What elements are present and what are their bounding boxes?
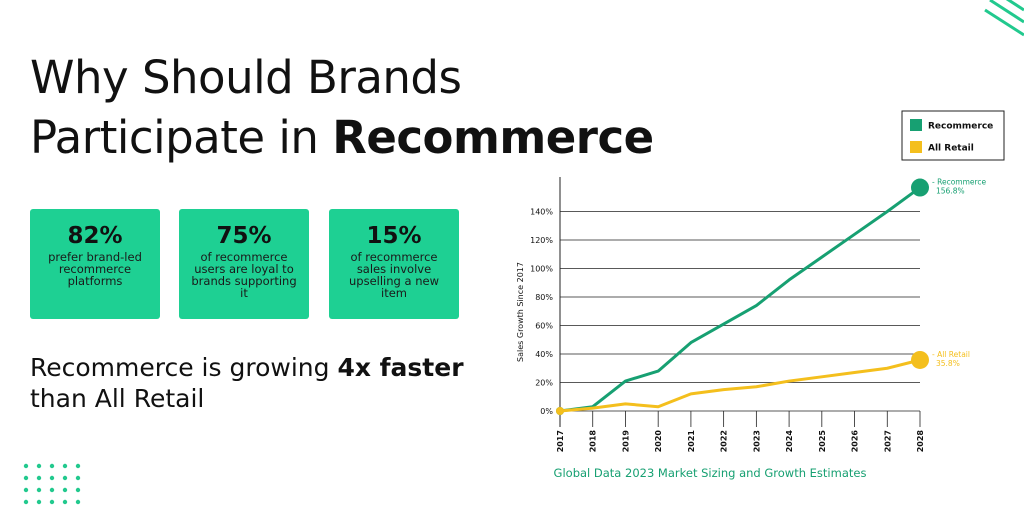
stat-value: 15% <box>366 223 422 249</box>
stat-value: 82% <box>67 223 123 249</box>
tagline-bold: 4x faster <box>337 353 464 382</box>
title-line: Participate in Recommerce <box>30 108 654 168</box>
end-marker <box>911 350 929 369</box>
title-text: Participate in <box>30 111 319 164</box>
stat-value: 75% <box>216 223 272 249</box>
value-label: 35.8% <box>936 359 960 368</box>
start-marker <box>556 407 564 415</box>
caption: Global Data 2023 Market Sizing and Growt… <box>554 466 867 480</box>
decor-stripes <box>984 0 1024 37</box>
x-tick-label: 2021 <box>687 430 696 453</box>
x-tick-label: 2018 <box>589 430 598 453</box>
y-tick-label: 20% <box>535 379 553 388</box>
stat-card: 75% of recommerce users are loyal to bra… <box>179 209 309 319</box>
value-label: 156.8% <box>936 187 965 196</box>
y-axis-label: Sales Growth Since 2017 <box>516 262 525 362</box>
series-line <box>559 358 921 413</box>
x-tick-label: 2025 <box>818 430 827 453</box>
stat-text: of recommerce users are loyal to brands … <box>191 250 297 300</box>
end-label: - All Retail <box>932 350 970 359</box>
stat-card: 15% of recommerce sales involve upsellin… <box>329 209 459 319</box>
end-label: - Recommerce <box>932 178 987 187</box>
y-tick-label: 100% <box>530 265 553 274</box>
x-tick-label: 2022 <box>720 430 729 452</box>
x-tick-label: 2028 <box>916 430 925 453</box>
x-tick-label: 2027 <box>883 430 892 452</box>
y-tick-label: 60% <box>535 322 553 331</box>
series-line <box>559 186 921 413</box>
x-tick-label: 2020 <box>654 430 663 453</box>
legend-swatch <box>910 119 922 131</box>
title-bold: Recommerce <box>332 111 654 164</box>
y-tick-label: 80% <box>535 293 553 302</box>
x-tick-label: 2019 <box>621 430 630 453</box>
y-tick-label: 140% <box>530 208 553 217</box>
y-tick-label: 0% <box>540 407 553 416</box>
legend-label: All Retail <box>928 144 974 154</box>
tagline-text: Recommerce is growing <box>30 353 330 382</box>
x-tick-label: 2017 <box>556 430 565 452</box>
title: Why Should Brands Participate in Recomme… <box>30 48 654 168</box>
y-tick-label: 40% <box>535 350 553 359</box>
y-tick-label: 120% <box>530 236 553 245</box>
end-marker <box>911 178 929 197</box>
stat-card: 82% prefer brand-led recommerce platform… <box>30 209 160 319</box>
decor-dots <box>23 463 81 505</box>
legend-swatch <box>910 141 922 153</box>
stat-text: prefer brand-led recommerce platforms <box>48 250 142 288</box>
x-tick-label: 2024 <box>785 430 794 453</box>
title-line: Why Should Brands <box>30 51 462 104</box>
x-tick-label: 2023 <box>752 430 761 452</box>
tagline-text: than All Retail <box>30 384 205 413</box>
x-tick-label: 2026 <box>851 430 860 453</box>
tagline: Recommerce is growing 4x faster than All… <box>30 352 464 414</box>
stat-text: of recommerce sales involve upselling a … <box>349 250 439 300</box>
legend-label: Recommerce <box>928 122 993 132</box>
